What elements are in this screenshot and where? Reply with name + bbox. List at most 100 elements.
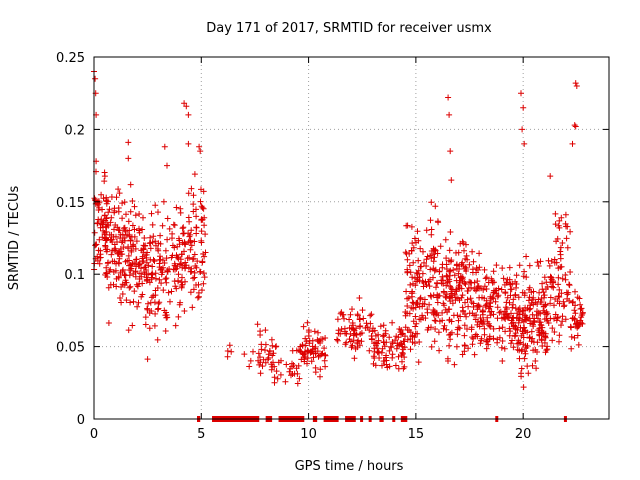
data-point — [487, 312, 494, 319]
data-point — [111, 207, 118, 214]
data-point — [379, 362, 385, 369]
x-tick-label: 15 — [408, 427, 425, 442]
data-point — [447, 336, 454, 343]
data-point — [572, 310, 579, 317]
data-point — [518, 332, 525, 339]
data-point — [265, 351, 272, 358]
data-point — [156, 276, 163, 283]
data-point — [374, 340, 381, 347]
data-point — [421, 259, 427, 266]
data-point — [470, 258, 477, 265]
data-point — [523, 253, 530, 260]
data-point — [402, 249, 409, 256]
data-point — [515, 340, 522, 346]
data-point — [197, 198, 204, 205]
data-point — [347, 331, 354, 337]
data-point — [409, 274, 416, 281]
data-point — [439, 309, 446, 316]
data-point — [97, 224, 104, 231]
data-point — [443, 255, 450, 262]
data-point — [532, 346, 539, 353]
data-point — [138, 265, 144, 272]
data-point — [375, 337, 382, 344]
data-point — [356, 295, 363, 301]
data-point — [129, 222, 136, 229]
data-point — [523, 317, 530, 324]
data-point — [481, 283, 488, 290]
data-point — [409, 299, 416, 306]
data-point — [381, 343, 388, 350]
data-point — [407, 269, 414, 276]
data-point — [268, 336, 275, 343]
data-point — [446, 268, 453, 275]
data-point — [224, 353, 231, 360]
data-point — [367, 320, 374, 327]
data-point — [421, 296, 428, 303]
data-point — [393, 333, 400, 340]
data-point — [384, 364, 391, 371]
data-point — [347, 311, 354, 318]
data-point — [132, 245, 139, 252]
data-point — [562, 276, 569, 283]
data-point — [562, 316, 569, 323]
data-point — [141, 243, 148, 249]
data-point — [430, 274, 436, 281]
data-point — [273, 368, 280, 375]
data-point — [567, 228, 574, 235]
data-point — [380, 339, 387, 345]
data-point — [508, 310, 514, 317]
data-point — [532, 358, 539, 364]
data-point — [526, 262, 533, 269]
data-point — [115, 208, 122, 215]
data-point — [396, 326, 403, 332]
data-point — [434, 279, 440, 286]
data-point — [103, 264, 110, 271]
data-point — [446, 316, 453, 323]
y-tick-label: 0 — [77, 413, 85, 428]
data-point — [358, 338, 365, 345]
data-point — [411, 235, 418, 242]
data-point — [443, 326, 450, 333]
data-point — [445, 306, 452, 313]
data-point — [524, 305, 531, 312]
data-point — [431, 317, 438, 324]
data-point — [198, 237, 205, 244]
data-point — [537, 321, 544, 328]
data-point — [158, 271, 165, 278]
data-point — [490, 325, 497, 332]
data-point — [409, 240, 416, 247]
data-point — [172, 322, 179, 329]
data-point — [450, 312, 457, 319]
data-point — [266, 347, 273, 354]
data-point — [494, 293, 501, 300]
data-point — [527, 302, 534, 309]
data-point — [341, 315, 347, 322]
data-point — [152, 275, 159, 282]
data-point — [262, 359, 269, 366]
data-point — [200, 251, 207, 257]
data-point — [423, 256, 430, 263]
data-point — [181, 262, 188, 269]
data-point — [409, 293, 416, 300]
data-point — [481, 266, 488, 273]
data-point — [499, 265, 506, 272]
y-tick-label: 0.25 — [56, 51, 85, 66]
data-point — [107, 266, 114, 273]
data-point — [516, 355, 523, 362]
data-point — [190, 201, 197, 208]
data-point — [560, 298, 567, 305]
data-point — [465, 303, 472, 310]
data-point — [383, 361, 390, 368]
data-point — [166, 225, 173, 232]
data-point — [294, 380, 301, 387]
data-point — [430, 251, 437, 258]
data-point — [152, 292, 159, 299]
data-point — [542, 301, 549, 308]
data-point — [452, 297, 459, 304]
data-point — [539, 280, 546, 287]
data-point — [466, 261, 473, 268]
data-point — [443, 291, 450, 298]
data-point — [101, 231, 108, 238]
data-point — [256, 361, 263, 368]
data-point — [416, 316, 423, 323]
